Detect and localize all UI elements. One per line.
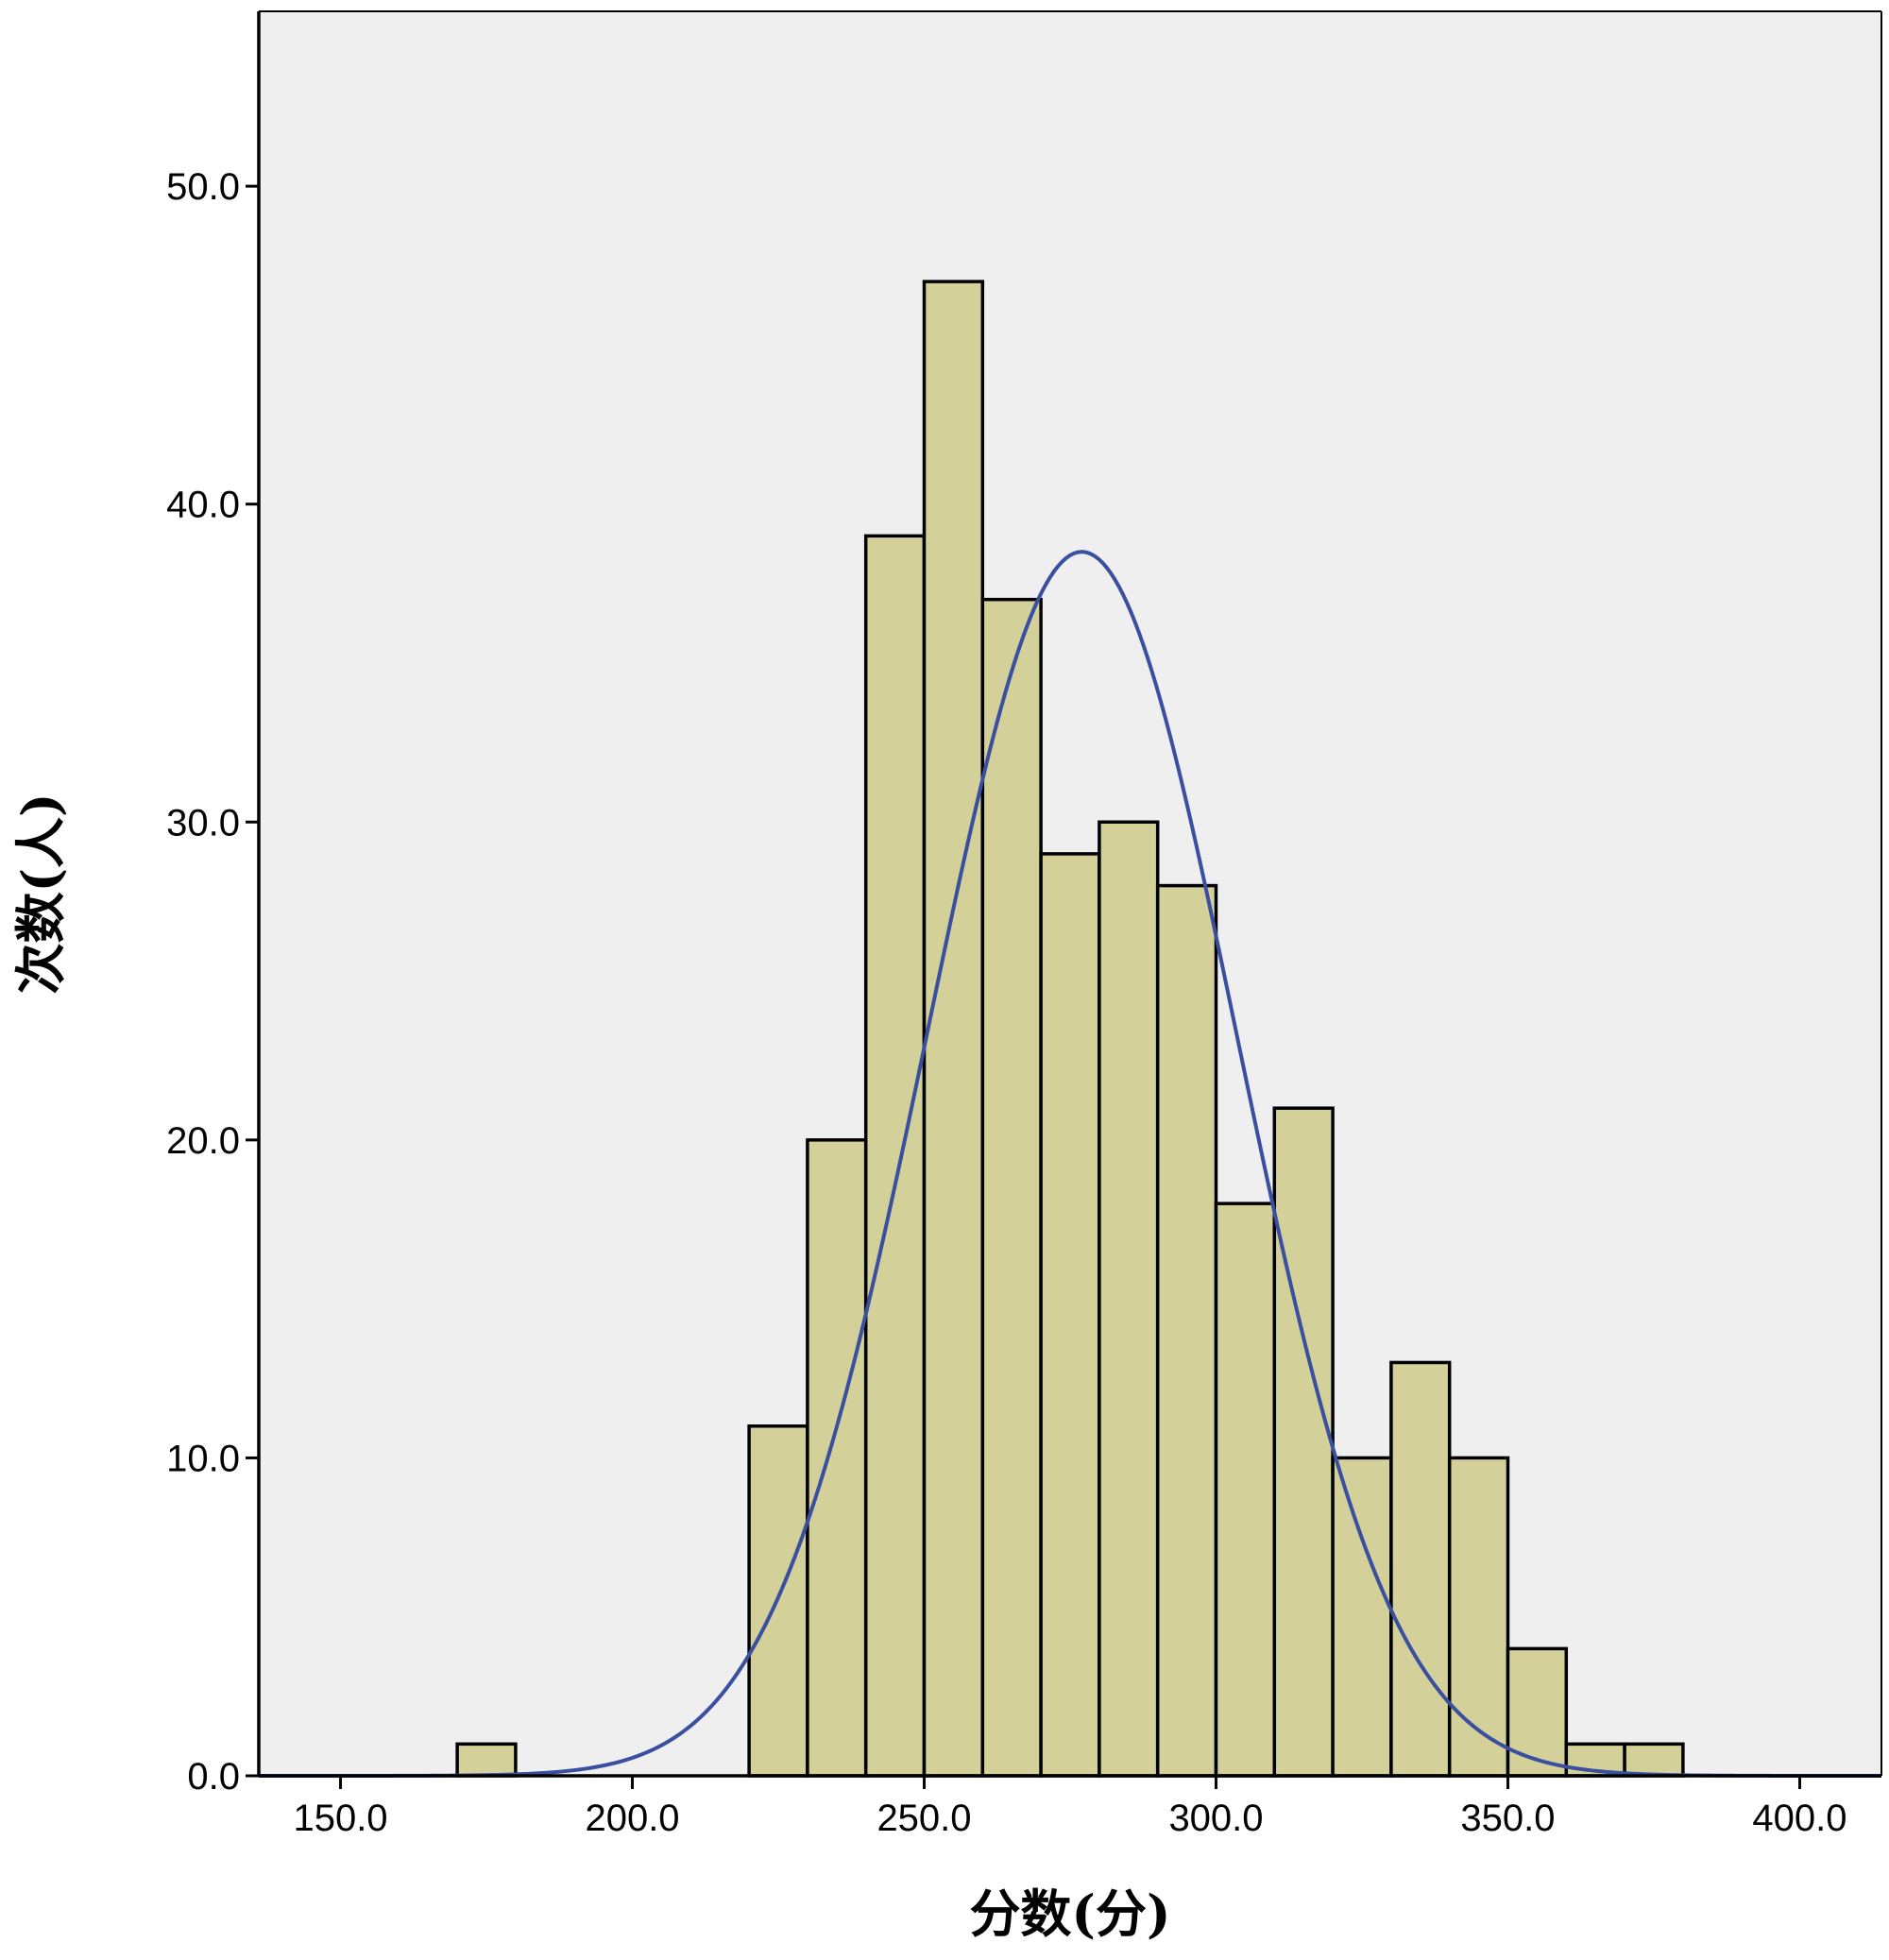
histogram-bar-14 bbox=[1447, 1456, 1510, 1778]
y-tick-label: 30.0 bbox=[166, 802, 240, 844]
histogram-bar-15 bbox=[1506, 1646, 1569, 1778]
histogram-bar-4 bbox=[863, 534, 927, 1778]
histogram-bar-10 bbox=[1214, 1202, 1277, 1778]
histogram-bar-5 bbox=[922, 280, 985, 1778]
x-tick-label: 350.0 bbox=[1460, 1798, 1555, 1839]
y-tick-label: 0.0 bbox=[187, 1756, 240, 1798]
histogram-bar-8 bbox=[1098, 820, 1160, 1778]
histogram-bar-12 bbox=[1331, 1456, 1393, 1778]
axes-group bbox=[257, 10, 1882, 1778]
y-tick-label: 40.0 bbox=[166, 485, 240, 526]
histogram-bar-9 bbox=[1155, 883, 1218, 1778]
y-tick-label: 10.0 bbox=[166, 1438, 240, 1479]
y-tick-label: 50.0 bbox=[166, 166, 240, 208]
x-axis-title: 分数(分) bbox=[969, 1883, 1170, 1944]
histogram-bar-17 bbox=[1623, 1742, 1685, 1778]
y-tick-label: 20.0 bbox=[166, 1120, 240, 1162]
x-tick-label: 400.0 bbox=[1752, 1798, 1846, 1839]
x-tick-label: 200.0 bbox=[585, 1798, 679, 1839]
histogram-bar-7 bbox=[1039, 852, 1101, 1778]
bars-group bbox=[455, 280, 1685, 1778]
x-tick-label: 150.0 bbox=[293, 1798, 387, 1839]
histogram-bar-3 bbox=[806, 1138, 868, 1778]
x-tick-label: 300.0 bbox=[1168, 1798, 1263, 1839]
histogram-bar-1 bbox=[455, 1742, 518, 1778]
histogram-bar-11 bbox=[1272, 1106, 1335, 1778]
histogram-bar-13 bbox=[1389, 1360, 1452, 1778]
ticks-group: 150.0 200.0 250.0 300.0 350.0 400.0 0.0 10.0 20.… bbox=[166, 166, 1846, 1839]
x-tick-label: 250.0 bbox=[876, 1798, 971, 1839]
normal-curve bbox=[259, 550, 1881, 1778]
histogram-bar-6 bbox=[980, 597, 1043, 1778]
y-axis-title: 次数(人) bbox=[10, 793, 71, 994]
